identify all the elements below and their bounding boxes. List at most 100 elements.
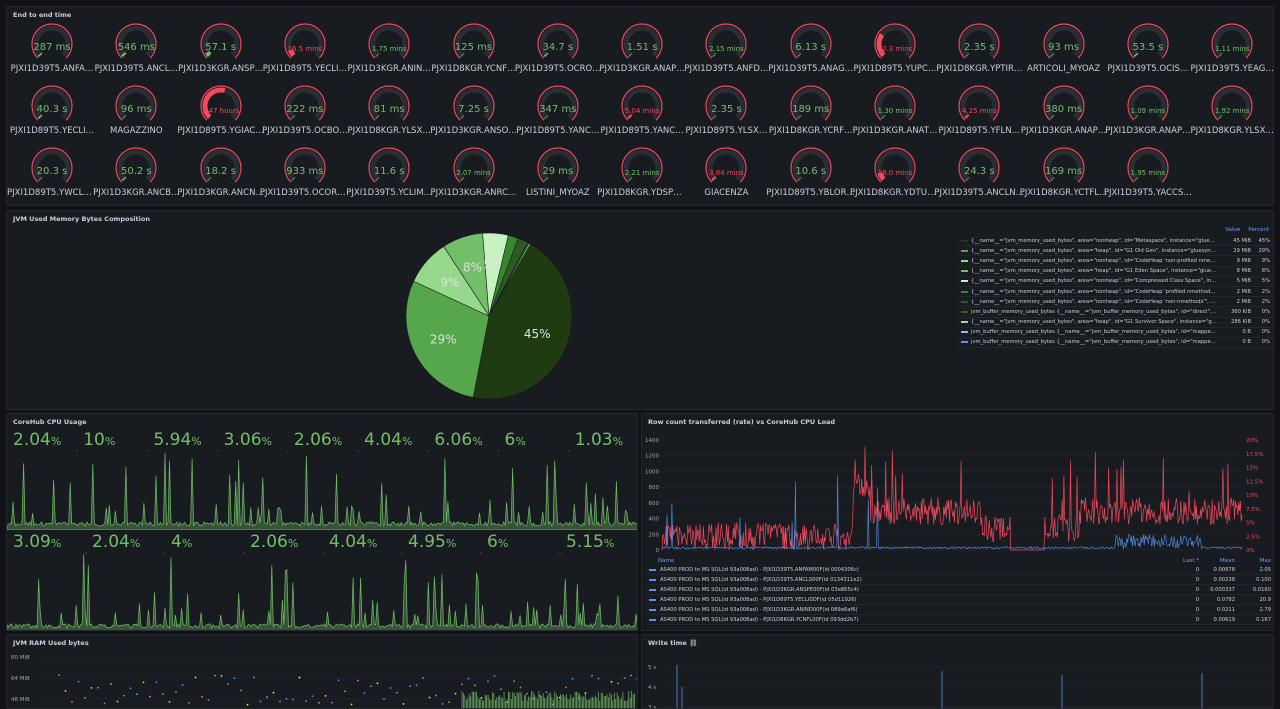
gauge[interactable]: 57.1 s PJXI1D3KGR.ANSP…: [178, 19, 263, 81]
gauge[interactable]: 1.11 mins PJXI1D39T5.YEAG…: [1191, 19, 1273, 81]
gauge[interactable]: 546 ms PJXI1D39T5.ANCL…: [95, 19, 178, 81]
legend-header-last[interactable]: Last *: [1183, 557, 1199, 564]
gauge[interactable]: 4.25 mins PJXI1D89T5.YFLN…: [938, 81, 1020, 143]
cpu-stat[interactable]: 6%: [481, 530, 560, 628]
gauge[interactable]: 347 ms PJXI1D89T5.YANC…: [516, 81, 599, 143]
gauge[interactable]: 81 ms PJXI1D8KGR.YLSX…: [347, 81, 431, 143]
gauge[interactable]: 52.3 mins PJXI1D89T5.YUPC…: [853, 19, 937, 81]
panel-title[interactable]: Row count transferred (rate) vs CoreHub …: [648, 418, 836, 426]
legend-row[interactable]: AS400 PROD to MS SQL(id 93a008ad) - PJXI…: [646, 605, 1271, 615]
gauge[interactable]: 1.75 mins PJXI1D3KGR.ANIN…: [348, 19, 431, 81]
gauge[interactable]: 20.3 s PJXI1D89T5.YWCLX…: [7, 143, 97, 205]
pie-slice[interactable]: [405, 280, 490, 398]
panel-title[interactable]: JVM RAM Used bytes: [13, 639, 89, 647]
panel-title[interactable]: Write time ⛓: [648, 639, 697, 647]
gauge[interactable]: 96 ms MAGAZZINO: [95, 81, 177, 143]
gauge[interactable]: 2.35 s PJXI1D8KGR.YPTIR…: [936, 19, 1022, 81]
legend-row[interactable]: {__name__="jvm_memory_used_bytes", area=…: [957, 318, 1273, 328]
cpu-stat[interactable]: 4.95%: [402, 530, 481, 628]
gauge[interactable]: 380 ms PJXI1D3KGR.ANAP…: [1021, 81, 1106, 143]
gauge[interactable]: 11.6 s PJXI1D39T5.YCLIM…: [346, 143, 432, 205]
cpu-stat[interactable]: 2.06%: [288, 428, 358, 526]
legend-row[interactable]: AS400 PROD to MS SQL(id 93a008ad) - PJXI…: [646, 595, 1271, 605]
gauge[interactable]: 10.6 s PJXI1D89T5.YBLOR…: [766, 143, 855, 205]
legend-row[interactable]: jvm_buffer_memory_used_bytes {__name__="…: [957, 307, 1273, 318]
cpu-stat[interactable]: 4.04%: [358, 428, 428, 526]
gauge[interactable]: 169 ms PJXI1D8KGR.YCTFL…: [1020, 143, 1107, 205]
legend-row[interactable]: jvm_buffer_memory_used_bytes {__name__="…: [957, 328, 1273, 338]
gauge[interactable]: 1.51 s PJXI1D3KGR.ANAP…: [599, 19, 685, 81]
pie-slice[interactable]: [488, 242, 531, 317]
legend-header-max[interactable]: Max: [1259, 557, 1271, 564]
pie-slice[interactable]: [472, 243, 573, 400]
legend-header-mean[interactable]: Mean: [1220, 557, 1235, 564]
gauge[interactable]: 2.07 mins PJXI1D3KGR.ANRC…: [431, 143, 516, 205]
legend-row[interactable]: {__name__="jvm_memory_used_bytes", area=…: [957, 277, 1273, 287]
gauge[interactable]: 3.84 mins GIACENZA: [685, 143, 767, 205]
gauge[interactable]: 287 ms PJXI1D39T5.ANFA…: [11, 19, 93, 81]
gauge[interactable]: 6.13 s PJXI1D39T5.ANAG…: [768, 19, 853, 81]
legend-row[interactable]: {__name__="jvm_memory_used_bytes", area=…: [957, 297, 1273, 308]
gauge[interactable]: 5.04 mins PJXI1D89T5.YANC…: [601, 81, 684, 143]
panel-title[interactable]: End to end time: [13, 11, 72, 19]
cpu-stat[interactable]: 2.04%: [86, 530, 165, 628]
legend-row[interactable]: {__name__="jvm_memory_used_bytes", area=…: [957, 287, 1273, 298]
row-rate-series[interactable]: [661, 475, 1243, 550]
legend-row[interactable]: AS400 PROD to MS SQL(id 93a008ad) - PJXI…: [646, 615, 1271, 625]
gauge[interactable]: 933 ms PJXI1D39T5.OCORD…: [260, 143, 350, 205]
gauge[interactable]: 53.5 s PJXI1D39T5.OCIS…: [1107, 19, 1189, 81]
gauge-fill: [204, 50, 212, 58]
legend-row[interactable]: AS400 PROD to MS SQL(id 93a008ad) - PJXI…: [646, 575, 1271, 585]
cpu-stat[interactable]: 4%: [165, 530, 244, 628]
cpu-stat[interactable]: 4.04%: [323, 530, 402, 628]
gauge[interactable]: 1.95 mins PJXI1D39T5.YACCS…: [1104, 143, 1192, 205]
legend-row[interactable]: {__name__="jvm_memory_used_bytes", area=…: [957, 267, 1273, 277]
gauge-track: [286, 149, 324, 182]
legend-row[interactable]: jvm_buffer_memory_used_bytes {__name__="…: [957, 338, 1273, 349]
gauge[interactable]: 1.30 mins PJXI1D3KGR.ANAT…: [853, 81, 937, 143]
cpu-stat[interactable]: 2.06%: [244, 530, 323, 628]
legend-swatch: [961, 310, 968, 313]
cpu-stat[interactable]: 6%: [499, 428, 569, 526]
legend-header-value[interactable]: Value: [1225, 227, 1241, 233]
legend-header-name[interactable]: Name: [658, 557, 675, 564]
gauge[interactable]: 40.3 s PJXI1D89T5.YECLI…: [10, 81, 94, 143]
gauge[interactable]: 16.5 mins PJXI1D89T5.YECLI…: [263, 19, 347, 81]
legend-header-percent[interactable]: Percent: [1248, 227, 1269, 233]
cpu-load-series[interactable]: [661, 446, 1243, 551]
legend-row[interactable]: {__name__="jvm_memory_used_bytes", area=…: [957, 246, 1273, 257]
cpu-stat[interactable]: 2.04%: [7, 428, 77, 526]
gauge[interactable]: 18.0 mins PJXI1D8KGR.YDTUL…: [850, 143, 940, 205]
gauge[interactable]: 18.2 s PJXI1D3KGR.ANCN…: [177, 143, 264, 205]
legend-row[interactable]: {__name__="jvm_memory_used_bytes", area=…: [957, 236, 1273, 247]
cpu-stat[interactable]: 3.06%: [218, 428, 288, 526]
gauge[interactable]: 222 ms PJXI1D39T5.OCBO…: [262, 81, 348, 143]
link-icon[interactable]: ⛓: [689, 639, 698, 647]
gauge[interactable]: 125 ms PJXI1D8KGR.YCNF…: [431, 19, 516, 81]
gauge[interactable]: 7.25 s PJXI1D3KGR.ANSO…: [430, 81, 517, 143]
legend-row[interactable]: {__name__="jvm_memory_used_bytes", area=…: [957, 256, 1273, 267]
cpu-stat[interactable]: 10%: [77, 428, 147, 526]
cpu-stat[interactable]: 1.03%: [569, 428, 637, 526]
gauge[interactable]: 2.15 mins PJXI1D39T5.ANFD…: [684, 19, 768, 81]
gauge[interactable]: 93 ms ARTICOLI_MYOAZ: [1023, 19, 1105, 81]
gauge[interactable]: 29 ms LISTINI_MYOAZ: [517, 143, 599, 205]
cpu-stat[interactable]: 6.06%: [428, 428, 498, 526]
gauge[interactable]: 34.7 s PJXI1D39T5.OCRO…: [515, 19, 601, 81]
cpu-stat[interactable]: 3.09%: [7, 530, 86, 628]
gauge[interactable]: 1.92 mins PJXI1D8KGR.YLSX…: [1190, 81, 1273, 143]
gauge[interactable]: 2.21 mins PJXI1D8KGR.YDSPC…: [597, 143, 687, 205]
cpu-stat[interactable]: 5.94%: [147, 428, 217, 526]
cpu-stat-number: 5.94: [153, 430, 192, 450]
gauge[interactable]: 24.3 s PJXI1D39T5.ANCLN…: [934, 143, 1024, 205]
gauge[interactable]: 1.47 hours PJXI1D89T5.YGIAC…: [177, 81, 264, 143]
gauge[interactable]: 189 ms PJXI1D8KGR.YCRF…: [769, 81, 853, 143]
gauge[interactable]: 1.09 mins PJXI1D3KGR.ANAP…: [1105, 81, 1191, 143]
gauge[interactable]: 2.35 s PJXI1D89T5.YLSX…: [685, 81, 767, 143]
legend-row[interactable]: AS400 PROD to MS SQL(id 93a008ad) - PJXI…: [646, 585, 1271, 595]
legend-row[interactable]: AS400 PROD to MS SQL(id 93a008ad) - PJXI…: [646, 565, 1271, 575]
panel-title[interactable]: JVM Used Memory Bytes Composition: [13, 215, 150, 223]
cpu-stat[interactable]: 5.15%: [560, 530, 637, 628]
panel-title[interactable]: CoreHub CPU Usage: [13, 418, 87, 426]
gauge[interactable]: 50.2 s PJXI1D3KGR.ANCB…: [93, 143, 179, 205]
